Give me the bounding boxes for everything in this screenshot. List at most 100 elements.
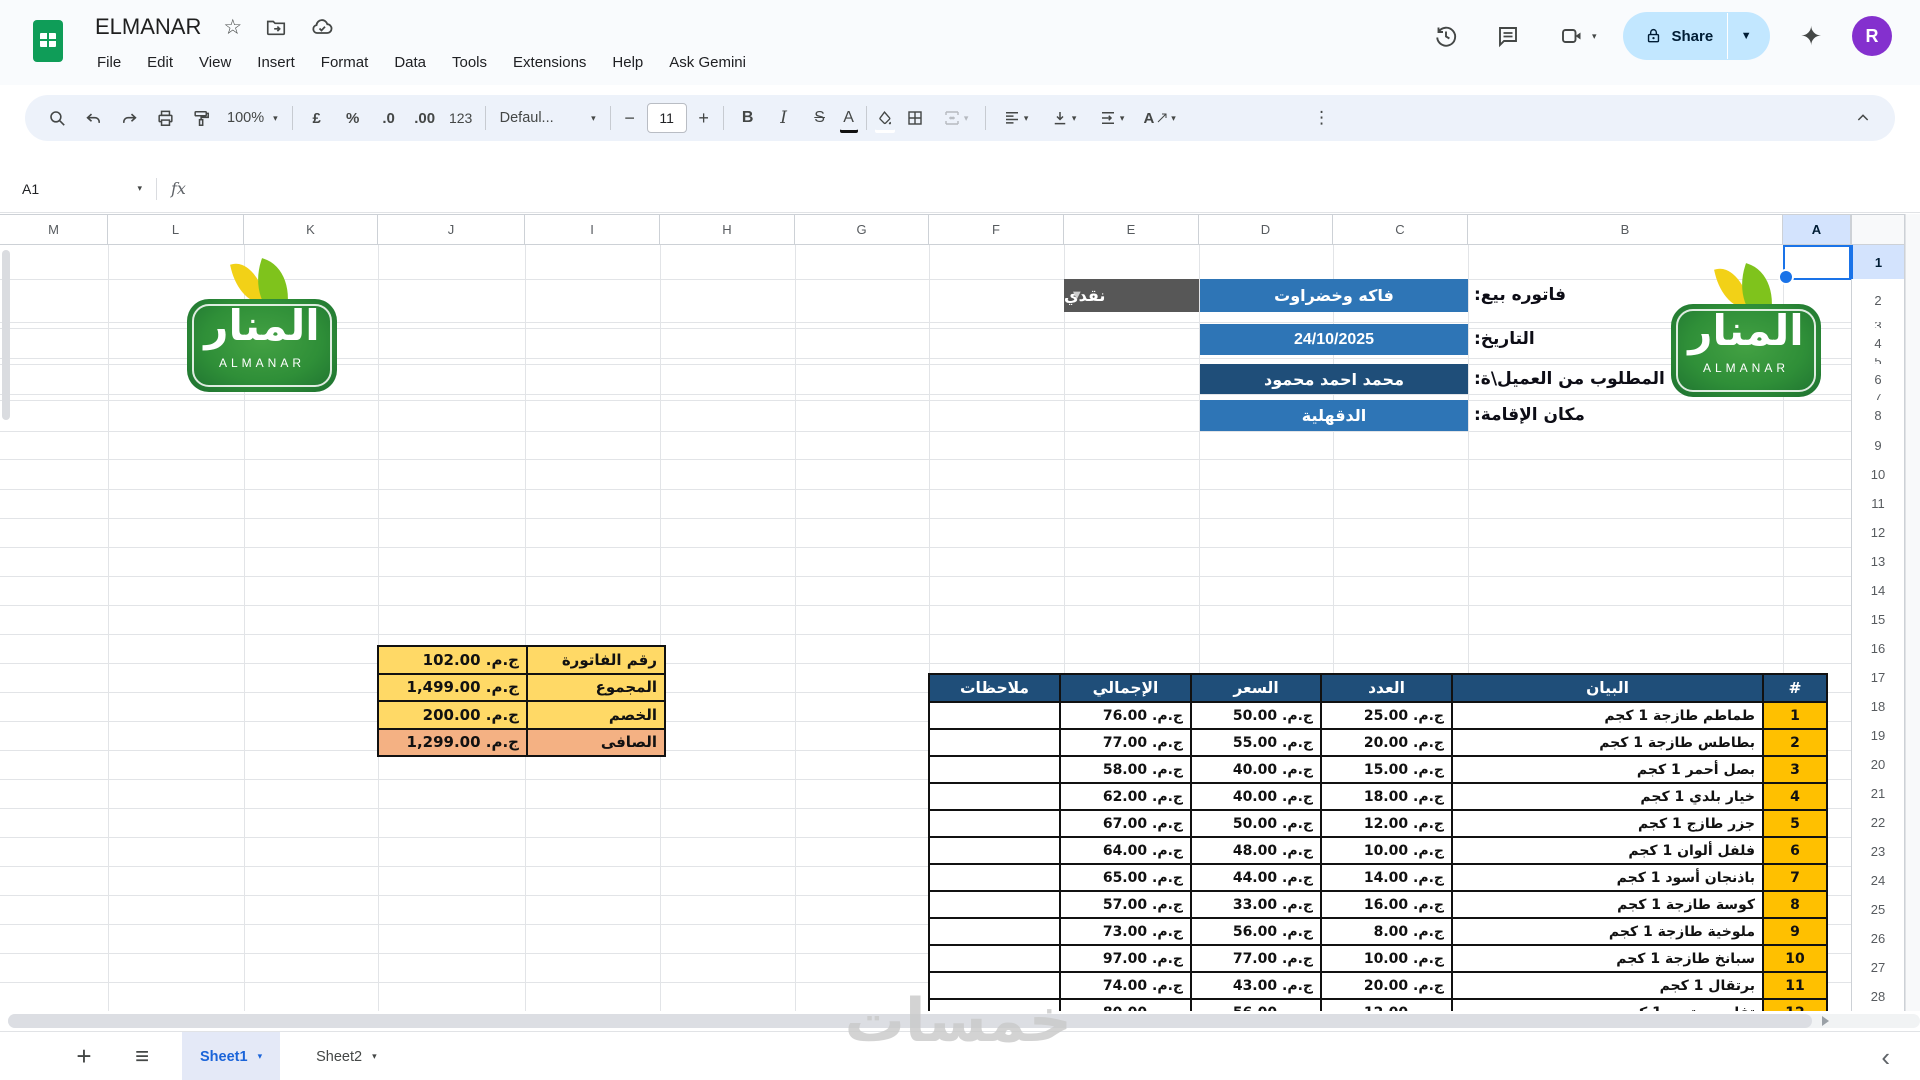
column-header-c[interactable]: C <box>1333 214 1468 245</box>
more-toolbar-button[interactable]: ⋮ <box>1313 108 1331 127</box>
sheets-logo-icon[interactable] <box>33 20 63 62</box>
item-name-cell[interactable]: طماطم طازجة 1 كجم <box>1451 701 1764 730</box>
item-name-cell[interactable]: تفاح مستورد 1 كجم <box>1451 998 1764 1011</box>
search-icon[interactable] <box>39 101 75 135</box>
item-total-cell[interactable]: ج.م. 62.00 <box>1059 782 1192 811</box>
item-qty-cell[interactable]: ج.م. 10.00 <box>1320 944 1453 973</box>
column-header-j[interactable]: J <box>378 214 525 245</box>
item-number-cell[interactable]: 6 <box>1762 836 1828 865</box>
item-number-cell[interactable]: 1 <box>1762 701 1828 730</box>
item-name-cell[interactable]: ملوخية طازجة 1 كجم <box>1451 917 1764 946</box>
item-name-cell[interactable]: خيار بلدي 1 كجم <box>1451 782 1764 811</box>
item-qty-cell[interactable]: ج.م. 12.00 <box>1320 809 1453 838</box>
item-name-cell[interactable]: كوسة طازجة 1 كجم <box>1451 890 1764 919</box>
paint-format-icon[interactable] <box>183 101 219 135</box>
item-notes-cell[interactable] <box>928 809 1061 838</box>
menu-edit[interactable]: Edit <box>147 54 174 71</box>
font-select[interactable]: Defaul... ▾ <box>492 101 604 135</box>
sheet-tab-sheet2[interactable]: Sheet2 ▾ <box>298 1032 395 1080</box>
star-icon[interactable]: ☆ <box>223 15 243 39</box>
item-notes-cell[interactable] <box>928 917 1061 946</box>
item-total-cell[interactable]: ج.م. 58.00 <box>1059 755 1192 784</box>
item-price-cell[interactable]: ج.م. 50.00 <box>1190 809 1322 838</box>
name-box-caret-icon[interactable]: ▾ <box>137 183 142 193</box>
fill-color-button[interactable] <box>873 106 897 130</box>
item-notes-cell[interactable] <box>928 971 1061 1000</box>
payment-method-dropdown[interactable]: نقدي ▼ <box>1064 279 1199 312</box>
column-header-k[interactable]: K <box>244 214 378 245</box>
bold-button[interactable]: B <box>741 109 754 126</box>
item-total-cell[interactable]: ج.م. 64.00 <box>1059 836 1192 865</box>
menu-extensions[interactable]: Extensions <box>513 54 587 71</box>
item-total-cell[interactable]: ج.م. 80.00 <box>1059 998 1192 1011</box>
row-header-24[interactable]: 24 <box>1851 866 1905 896</box>
item-qty-cell[interactable]: ج.م. 10.00 <box>1320 836 1453 865</box>
summary-value-cell[interactable]: ج.م. 200.00 <box>377 700 528 730</box>
strikethrough-button[interactable]: S <box>814 109 825 126</box>
item-qty-cell[interactable]: ج.م. 12.00 <box>1320 998 1453 1011</box>
italic-button[interactable]: I <box>780 108 787 128</box>
item-total-cell[interactable]: ج.م. 74.00 <box>1059 971 1192 1000</box>
sheet-tab-sheet1[interactable]: Sheet1 ▾ <box>182 1032 281 1080</box>
grid-corner[interactable] <box>1851 214 1905 245</box>
item-price-cell[interactable]: ج.م. 56.00 <box>1190 917 1322 946</box>
item-qty-cell[interactable]: ج.م. 20.00 <box>1320 971 1453 1000</box>
summary-label-cell[interactable]: رقم الفاتورة <box>526 645 666 675</box>
sheet-tab-caret-icon[interactable]: ▾ <box>257 1051 263 1061</box>
row-header-6[interactable]: 6 <box>1851 364 1905 395</box>
row-header-10[interactable]: 10 <box>1851 459 1905 490</box>
avatar[interactable]: R <box>1852 16 1892 56</box>
item-qty-cell[interactable]: ج.م. 18.00 <box>1320 782 1453 811</box>
menu-tools[interactable]: Tools <box>452 54 488 71</box>
item-total-cell[interactable]: ج.م. 65.00 <box>1059 863 1192 892</box>
column-header-e[interactable]: E <box>1064 214 1199 245</box>
item-price-cell[interactable]: ج.م. 40.00 <box>1190 782 1322 811</box>
column-header-a[interactable]: A <box>1783 214 1851 245</box>
share-caret-icon[interactable]: ▼ <box>1740 30 1752 42</box>
item-notes-cell[interactable] <box>928 701 1061 730</box>
row-header-11[interactable]: 11 <box>1851 489 1905 519</box>
item-name-cell[interactable]: برتقال 1 كجم <box>1451 971 1764 1000</box>
selected-cell-outline[interactable] <box>1778 245 1851 285</box>
scroll-right-arrow-icon[interactable] <box>1822 1016 1829 1026</box>
row-header-12[interactable]: 12 <box>1851 518 1905 548</box>
vertical-scrollbar[interactable] <box>2 250 10 420</box>
decrease-decimal-button[interactable]: .0 <box>382 109 395 127</box>
item-price-cell[interactable]: ج.م. 50.00 <box>1190 701 1322 730</box>
decrease-font-size-button[interactable]: − <box>624 107 635 128</box>
item-number-cell[interactable]: 12 <box>1762 998 1828 1011</box>
item-notes-cell[interactable] <box>928 728 1061 757</box>
text-rotation-button[interactable]: A ▾ <box>1136 101 1184 135</box>
row-header-2[interactable]: 2 <box>1851 279 1905 323</box>
items-header-cell[interactable]: الإجمالي <box>1059 673 1192 703</box>
summary-value-cell[interactable]: ج.م. 1,499.00 <box>377 672 528 702</box>
fill-handle[interactable] <box>1778 269 1794 285</box>
row-header-14[interactable]: 14 <box>1851 576 1905 606</box>
column-header-h[interactable]: H <box>660 214 795 245</box>
text-wrap-button[interactable]: ▾ <box>1088 101 1136 135</box>
video-call-icon[interactable] <box>1560 24 1584 48</box>
invoice-customer-label[interactable]: المطلوب من العميل\ة: <box>1474 369 1665 389</box>
item-notes-cell[interactable] <box>928 755 1061 784</box>
menu-data[interactable]: Data <box>394 54 426 71</box>
item-price-cell[interactable]: ج.م. 48.00 <box>1190 836 1322 865</box>
item-notes-cell[interactable] <box>928 782 1061 811</box>
item-price-cell[interactable]: ج.م. 44.00 <box>1190 863 1322 892</box>
item-total-cell[interactable]: ج.م. 76.00 <box>1059 701 1192 730</box>
row-header-18[interactable]: 18 <box>1851 692 1905 722</box>
item-qty-cell[interactable]: ج.م. 20.00 <box>1320 728 1453 757</box>
item-notes-cell[interactable] <box>928 944 1061 973</box>
row-header-21[interactable]: 21 <box>1851 779 1905 809</box>
item-name-cell[interactable]: سبانخ طازجة 1 كجم <box>1451 944 1764 973</box>
number-format-button[interactable]: 123 <box>448 110 473 126</box>
version-history-icon[interactable] <box>1434 24 1458 48</box>
invoice-customer-value[interactable]: محمد احمد محمود <box>1200 364 1468 394</box>
gemini-sparkle-icon[interactable]: ✦ <box>1800 20 1822 51</box>
item-name-cell[interactable]: بطاطس طازجة 1 كجم <box>1451 728 1764 757</box>
summary-label-cell[interactable]: المجموع <box>526 672 666 702</box>
increase-font-size-button[interactable]: + <box>698 107 709 128</box>
menu-format[interactable]: Format <box>320 54 369 71</box>
row-header-9[interactable]: 9 <box>1851 431 1905 460</box>
item-number-cell[interactable]: 10 <box>1762 944 1828 973</box>
print-icon[interactable] <box>147 101 183 135</box>
